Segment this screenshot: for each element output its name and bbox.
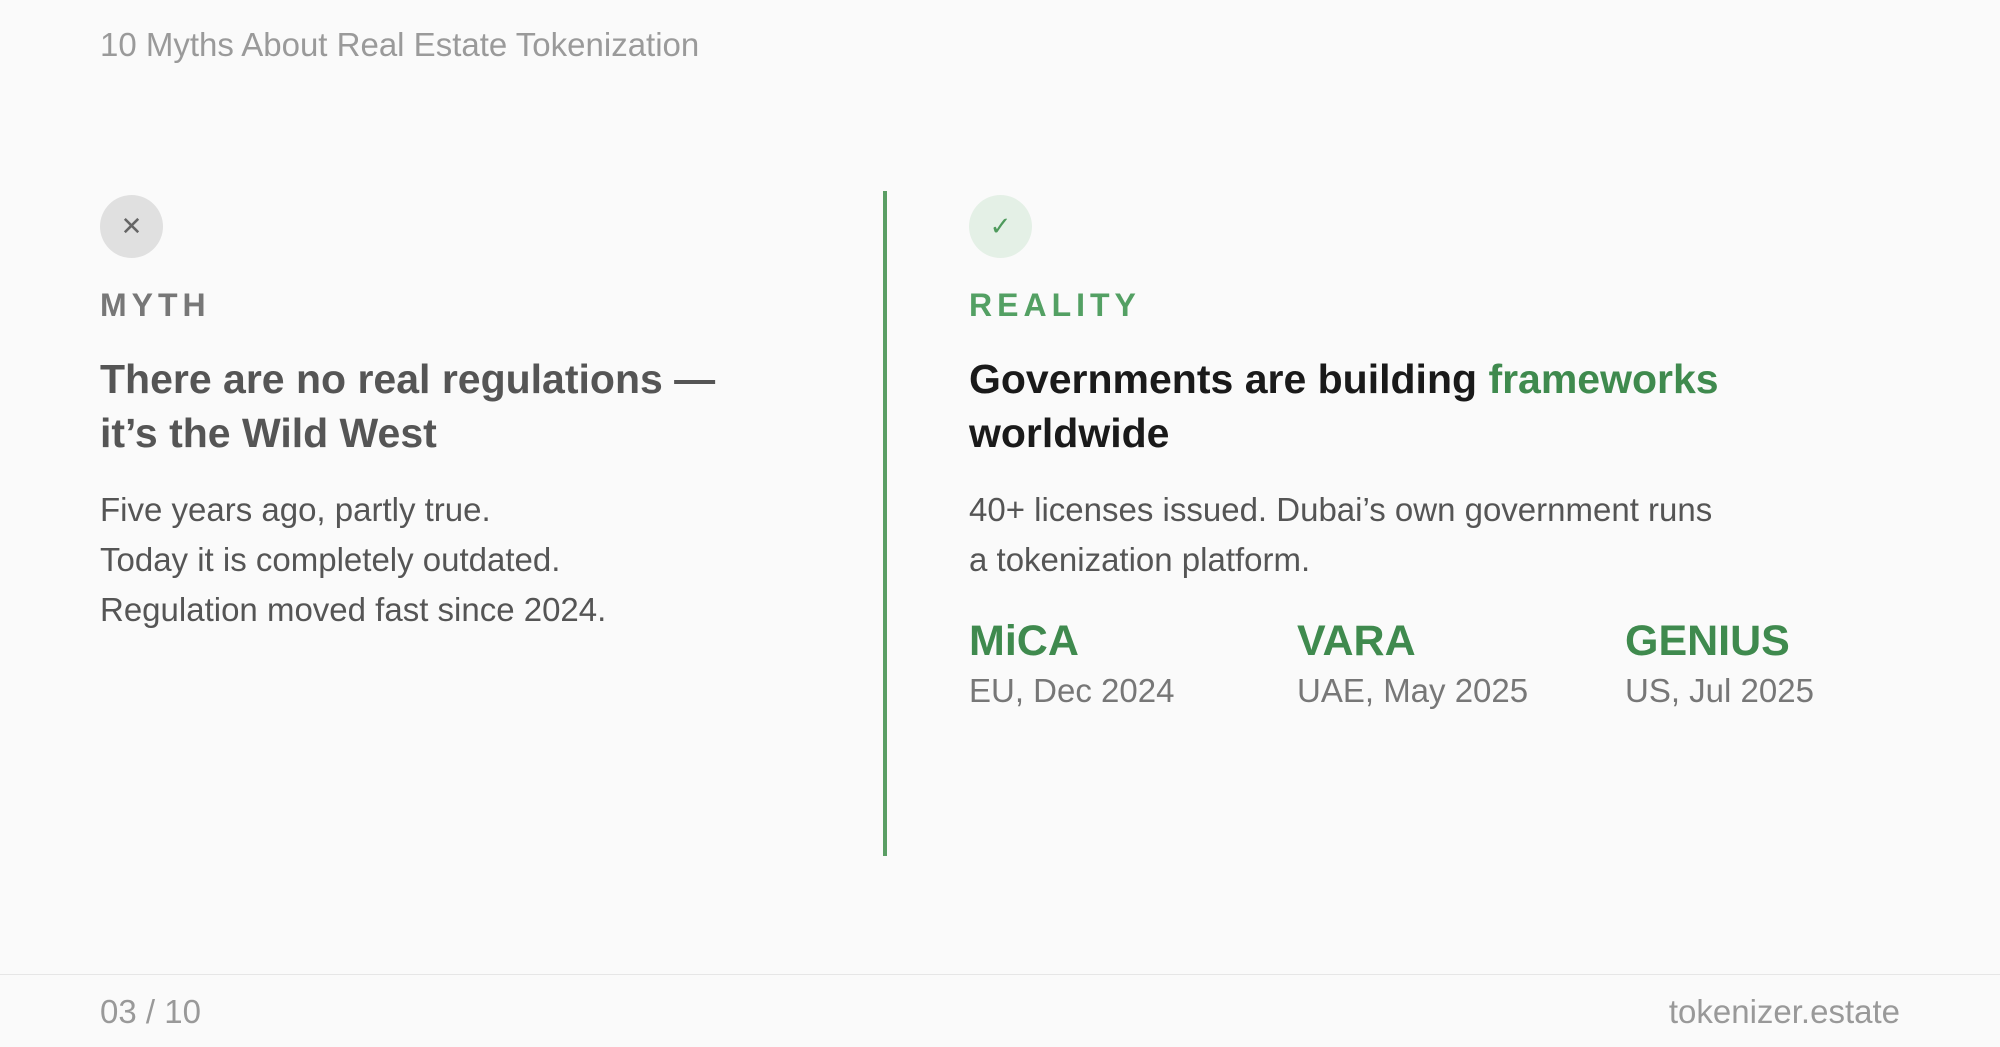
reality-label: REALITY xyxy=(969,287,1141,323)
stat-mica: MiCA EU, Dec 2024 xyxy=(969,614,1174,714)
reality-body: 40+ licenses issued. Dubai’s own governm… xyxy=(969,485,1769,585)
stat-vara: VARA UAE, May 2025 xyxy=(1297,614,1528,714)
page-number: 03 / 10 xyxy=(100,993,201,1030)
stat-detail: UAE, May 2025 xyxy=(1297,672,1529,709)
reality-body-line: a tokenization platform. xyxy=(969,541,1311,578)
site-name: tokenizer.estate xyxy=(1668,993,1900,1030)
stat-name: MiCA xyxy=(969,617,1079,665)
check-icon: ✓ xyxy=(969,195,1032,258)
myth-body: Five years ago, partly true. Today it is… xyxy=(100,485,606,635)
myth-body-line: Five years ago, partly true. xyxy=(100,491,491,528)
myth-headline-line: There are no real regulations — xyxy=(100,356,716,402)
reality-headline-highlight: frameworks xyxy=(1488,356,1719,402)
x-icon: ✕ xyxy=(100,195,163,258)
divider xyxy=(883,191,887,856)
stat-detail: EU, Dec 2024 xyxy=(969,672,1175,709)
stat-name: GENIUS xyxy=(1625,617,1790,665)
stat-name: VARA xyxy=(1297,617,1416,665)
myth-body-line: Today it is completely outdated. xyxy=(100,541,561,578)
deck-title: 10 Myths About Real Estate Tokenization xyxy=(100,26,700,63)
footer-divider xyxy=(0,974,2000,975)
myth-label: MYTH xyxy=(100,287,211,323)
reality-headline: Governments are building frameworks worl… xyxy=(969,352,1769,460)
stat-detail: US, Jul 2025 xyxy=(1625,672,1814,709)
reality-headline-text: Governments are building xyxy=(969,356,1489,402)
myth-headline-line: it’s the Wild West xyxy=(100,410,437,456)
reality-headline-text: worldwide xyxy=(969,410,1170,456)
myth-headline: There are no real regulations — it’s the… xyxy=(100,352,800,460)
reality-body-line: 40+ licenses issued. Dubai’s own governm… xyxy=(969,491,1713,528)
myth-body-line: Regulation moved fast since 2024. xyxy=(100,591,607,628)
stat-genius: GENIUS US, Jul 2025 xyxy=(1625,614,1814,714)
